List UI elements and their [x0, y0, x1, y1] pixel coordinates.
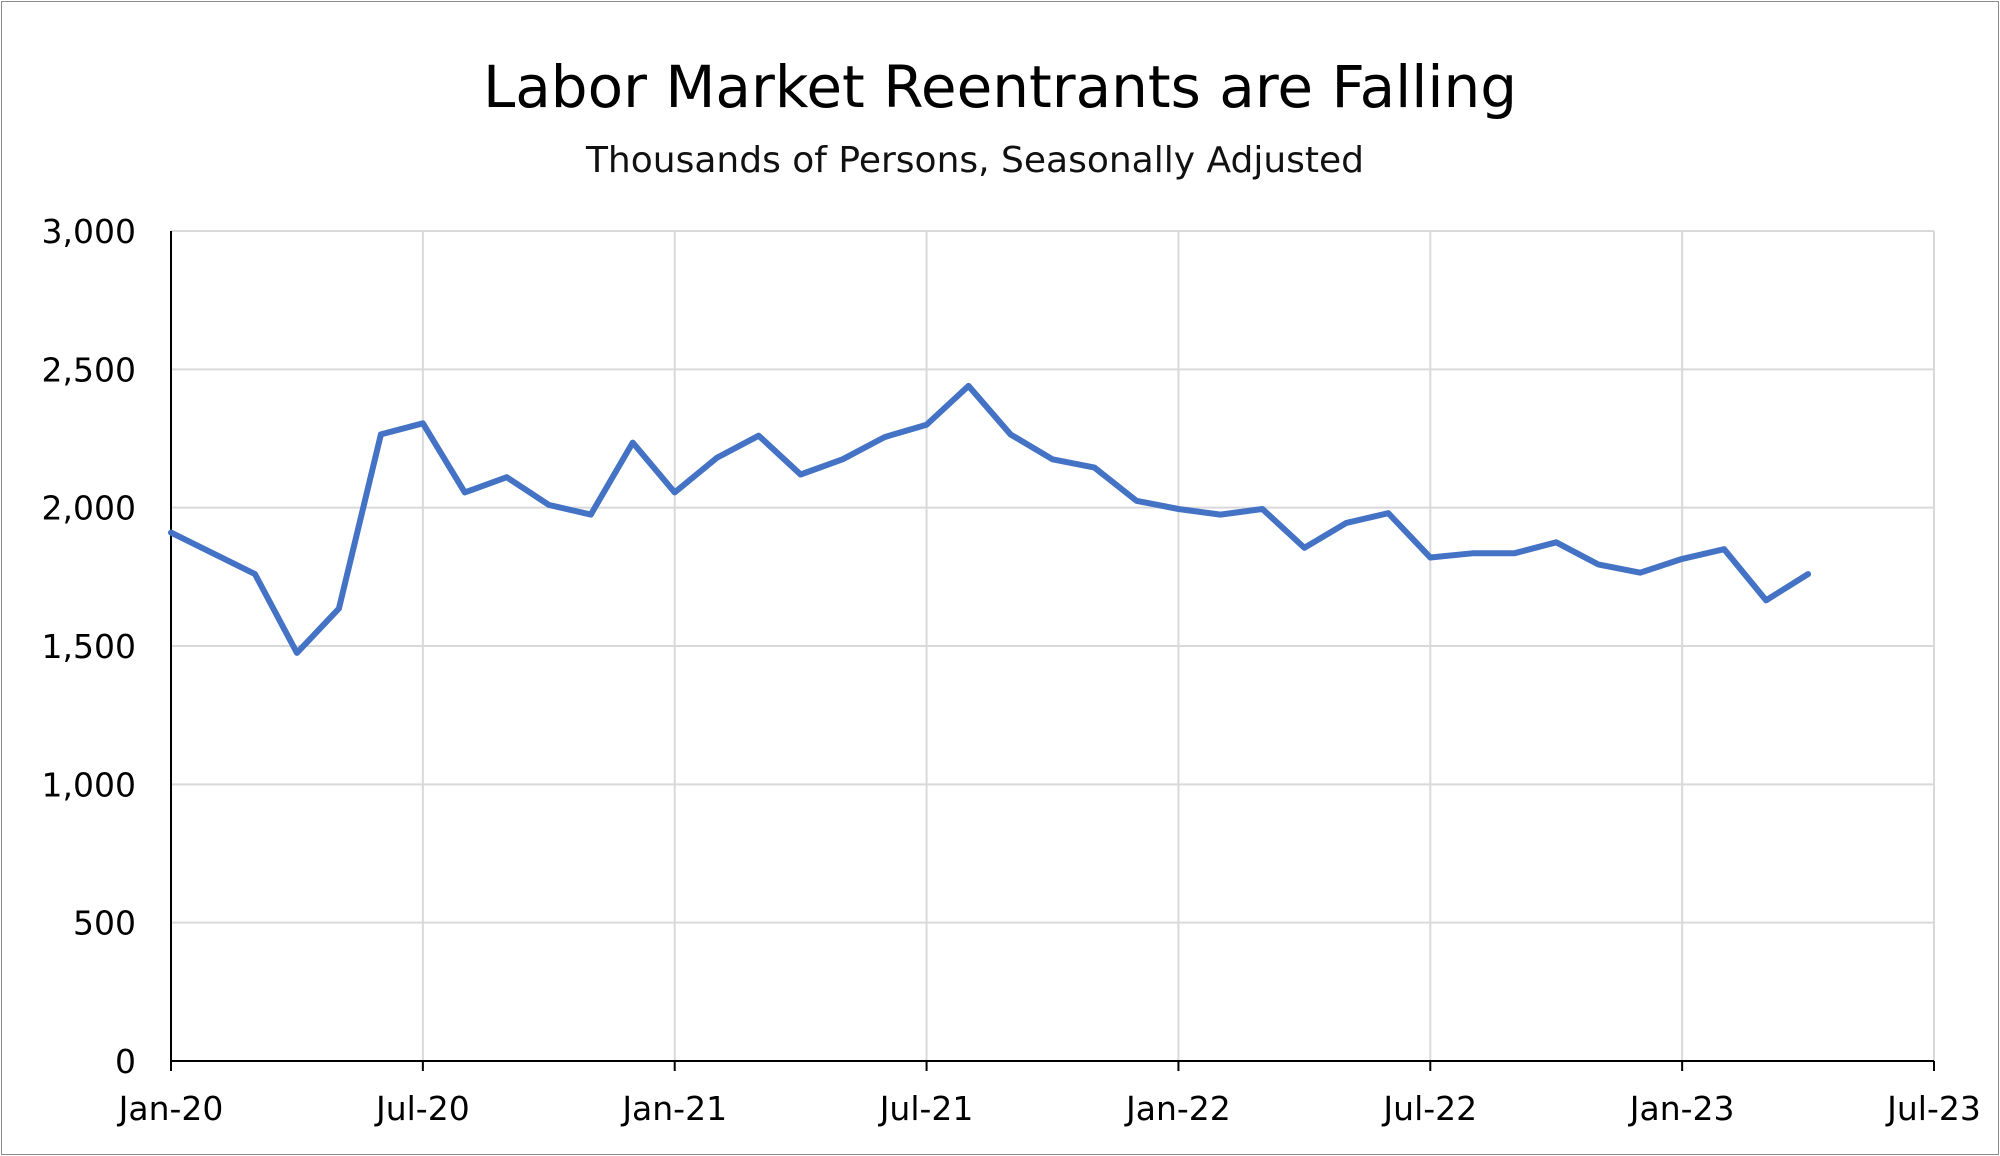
axes: [170, 231, 1935, 1071]
y-tick-label: 1,500: [42, 627, 136, 666]
y-tick-label: 3,000: [42, 212, 136, 251]
x-tick-label: Jul-20: [374, 1089, 470, 1128]
gridlines: [171, 230, 1935, 1061]
y-tick-label: 2,500: [42, 350, 136, 389]
x-tick-label: Jan-21: [620, 1089, 727, 1128]
tick-labels: 0 500 1,000 1,500 2,000 2,500 3,000 Jan-20 Jul-2…: [42, 212, 1981, 1128]
series-layer: [168, 382, 1812, 656]
x-tick-label: Jan-23: [1628, 1089, 1735, 1128]
y-tick-label: 2,000: [42, 489, 136, 528]
series-line: [168, 382, 1812, 656]
x-tick-label: Jul-22: [1381, 1089, 1477, 1128]
chart-subtitle: Thousands of Persons, Seasonally Adjuste…: [585, 140, 1365, 181]
y-tick-label: 1,000: [42, 765, 136, 804]
x-tick-label: Jan-22: [1124, 1089, 1231, 1128]
x-tick-label: Jul-21: [878, 1089, 974, 1128]
x-tick-label: Jan-20: [117, 1089, 224, 1128]
y-tick-label: 0: [115, 1042, 136, 1081]
chart-title: Labor Market Reentrants are Falling: [482, 53, 1518, 121]
x-tick-label: Jul-23: [1885, 1089, 1981, 1128]
y-tick-label: 500: [73, 904, 136, 943]
